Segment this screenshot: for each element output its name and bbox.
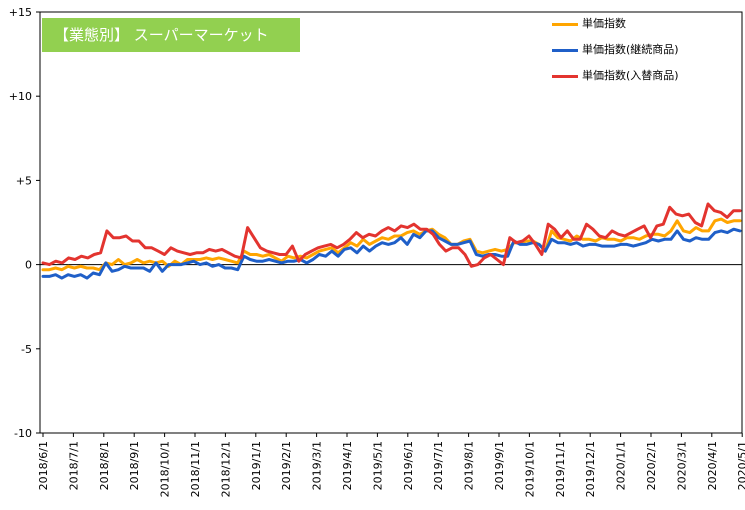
x-tick-label: 2020/3/1 [675, 441, 688, 490]
legend-item-replacement-products: 単価指数(入替商品) [552, 66, 679, 92]
x-tick-label: 2019/4/1 [341, 441, 354, 490]
legend-swatch [552, 23, 578, 26]
y-tick-label: +15 [9, 6, 32, 19]
x-tick-label: 2020/2/1 [645, 441, 658, 490]
legend: 単価指数 単価指数(継続商品) 単価指数(入替商品) [552, 14, 679, 92]
x-tick-label: 2019/6/1 [402, 441, 415, 490]
series-line-0 [41, 217, 742, 272]
x-tick-label: 2018/7/1 [67, 441, 80, 490]
x-tick-label: 2018/11/1 [189, 441, 202, 497]
y-tick-labels: +15 +10 +5 0 -5 -10 [9, 6, 40, 440]
y-tick-label: +5 [16, 174, 32, 187]
x-tick-label: 2020/4/1 [706, 441, 719, 490]
legend-swatch [552, 75, 578, 78]
series-line-2 [41, 202, 742, 268]
y-tick-label: -10 [14, 427, 32, 440]
x-tick-label: 2019/1/1 [250, 441, 263, 490]
x-tick-label: 2018/10/1 [159, 441, 172, 497]
x-tick-label: 2018/8/1 [98, 441, 111, 490]
x-tick-label: 2019/2/1 [280, 441, 293, 490]
x-tick-label: 2019/3/1 [311, 441, 324, 490]
y-tick-label: +10 [9, 90, 32, 103]
plot-frame [39, 11, 743, 434]
chart-title: 【業態別】 スーパーマーケット [42, 18, 300, 52]
x-tick-label: 2019/7/1 [432, 441, 445, 490]
y-tick-label: -5 [21, 343, 32, 356]
series-line-1 [41, 227, 742, 280]
legend-item-continuing-products: 単価指数(継続商品) [552, 40, 679, 66]
series-layer [41, 202, 742, 280]
y-tick-label: 0 [25, 259, 32, 272]
legend-item-unit-price-index: 単価指数 [552, 14, 679, 40]
x-tick-label: 2020/1/1 [615, 441, 628, 490]
legend-label: 単価指数(継続商品) [582, 43, 679, 56]
x-tick-label: 2019/10/1 [523, 441, 536, 497]
x-tick-label: 2019/5/1 [371, 441, 384, 490]
x-tick-label: 2020/5/1 [736, 441, 745, 490]
x-tick-labels: 2018/6/1 2018/7/1 2018/8/1 2018/9/1 2018/10/… [37, 433, 745, 497]
x-tick-label: 2019/9/1 [493, 441, 506, 490]
x-tick-label: 2018/6/1 [37, 441, 50, 490]
x-tick-label: 2018/12/1 [219, 441, 232, 497]
legend-swatch [552, 49, 578, 52]
x-tick-label: 2019/11/1 [554, 441, 567, 497]
x-tick-label: 2018/9/1 [128, 441, 141, 490]
legend-label: 単価指数(入替商品) [582, 69, 679, 82]
legend-label: 単価指数 [582, 17, 626, 30]
x-tick-label: 2019/12/1 [584, 441, 597, 497]
x-tick-label: 2019/8/1 [463, 441, 476, 490]
